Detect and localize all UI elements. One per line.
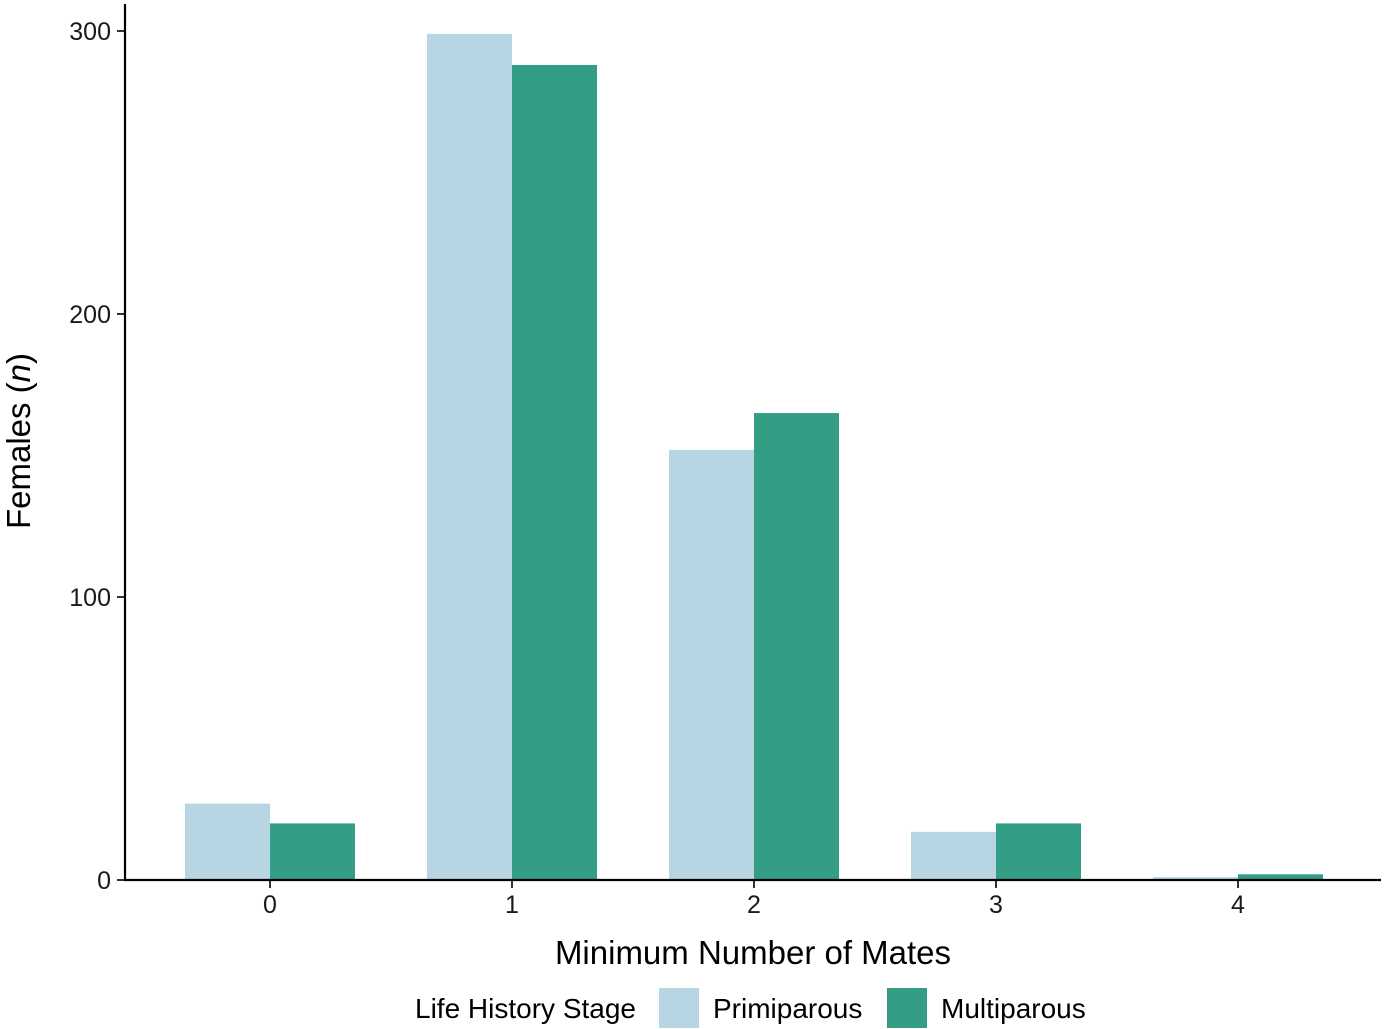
- bar-multiparous-4: [1238, 874, 1323, 880]
- x-axis-title: Minimum Number of Mates: [555, 934, 951, 971]
- x-tick-label-4: 4: [1231, 891, 1245, 919]
- bar-primiparous-4: [1153, 877, 1238, 880]
- y-tick-label-0: 0: [97, 867, 111, 895]
- y-axis-title-italic: n: [0, 364, 37, 382]
- bars-group: [185, 33, 1323, 880]
- y-axis-title-open-paren: (: [0, 382, 37, 402]
- bar-primiparous-1: [427, 33, 512, 880]
- x-tick-label-1: 1: [505, 891, 519, 919]
- bar-multiparous-2: [754, 413, 839, 880]
- x-tick-label-3: 3: [989, 891, 1003, 919]
- bar-primiparous-3: [911, 831, 996, 880]
- legend: Life History Stage Primiparous Multiparo…: [415, 988, 1086, 1028]
- legend-label-multiparous: Multiparous: [941, 993, 1086, 1024]
- x-axis-ticks: 0 1 2 3 4: [263, 880, 1245, 919]
- bar-multiparous-0: [270, 823, 355, 880]
- y-tick-label-100: 100: [69, 584, 111, 612]
- x-tick-label-0: 0: [263, 891, 277, 919]
- legend-swatch-multiparous: [887, 988, 927, 1028]
- y-axis-title-close-paren: ): [0, 353, 37, 364]
- legend-swatch-primiparous: [659, 988, 699, 1028]
- y-axis-ticks: 0 100 200 300: [69, 18, 125, 895]
- legend-label-primiparous: Primiparous: [713, 993, 862, 1024]
- y-axis-title: Females (n): [0, 353, 37, 529]
- bar-primiparous-2: [669, 449, 754, 880]
- bar-multiparous-1: [512, 64, 597, 880]
- bar-multiparous-3: [996, 823, 1081, 880]
- y-tick-label-300: 300: [69, 18, 111, 46]
- y-tick-label-200: 200: [69, 301, 111, 329]
- y-axis-title-main: Females: [0, 402, 37, 529]
- legend-title: Life History Stage: [415, 993, 636, 1024]
- x-tick-label-2: 2: [747, 891, 761, 919]
- bar-primiparous-0: [185, 803, 270, 880]
